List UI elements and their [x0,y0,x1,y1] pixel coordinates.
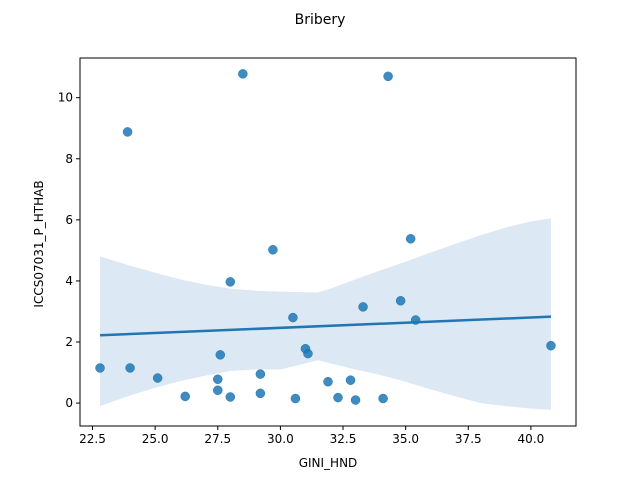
data-point [410,315,421,325]
data-point [255,388,266,399]
data-point [378,393,388,404]
data-point [268,245,278,255]
data-point [546,340,556,351]
data-point [180,391,190,402]
data-point [395,296,406,306]
y-axis: 0 2 4 6 8 10 [58,91,80,410]
data-point [333,392,343,403]
data-point [152,373,163,383]
y-axis-label: ICCS07031_P_HTHAB [32,180,46,307]
x-tick-label: 37.5 [455,432,482,446]
x-tick-label: 27.5 [204,432,231,446]
data-point [225,392,236,402]
data-point [122,127,133,137]
x-axis: 22.5 25.0 27.5 30.0 32.5 35.0 37.5 40.0 [79,426,544,446]
data-point [405,234,416,244]
y-tick-label: 4 [65,274,73,288]
x-tick-label: 30.0 [267,432,294,446]
data-point [215,350,226,360]
data-point [345,375,356,385]
x-tick-label: 35.0 [392,432,419,446]
data-point [213,374,223,385]
data-point [323,376,333,387]
data-point [238,69,248,79]
points-layer [95,69,556,405]
x-tick-label: 40.0 [518,432,545,446]
data-point [225,277,236,287]
confidence-band [100,218,551,410]
data-point [290,393,301,404]
data-point [288,312,298,323]
data-point [125,363,135,373]
data-point [303,348,313,359]
data-point [95,363,105,373]
y-tick-label: 10 [58,91,73,105]
plot-frame [79,57,577,427]
x-tick-label: 25.0 [142,432,169,446]
data-point [213,385,223,396]
x-tick-label: 22.5 [79,432,106,446]
data-point [383,71,393,82]
regression-line-layer [99,315,552,337]
data-point [358,302,368,312]
regression-line [99,315,552,337]
data-point [350,395,361,405]
y-tick-label: 0 [65,396,73,410]
data-point [255,369,266,379]
y-tick-label: 8 [65,152,73,166]
x-tick-label: 32.5 [330,432,357,446]
confidence-band-layer [100,218,551,410]
y-tick-label: 6 [65,213,73,227]
y-tick-label: 2 [65,335,73,349]
x-axis-label: GINI_HND [299,456,358,470]
chart-title: Bribery [295,12,346,28]
